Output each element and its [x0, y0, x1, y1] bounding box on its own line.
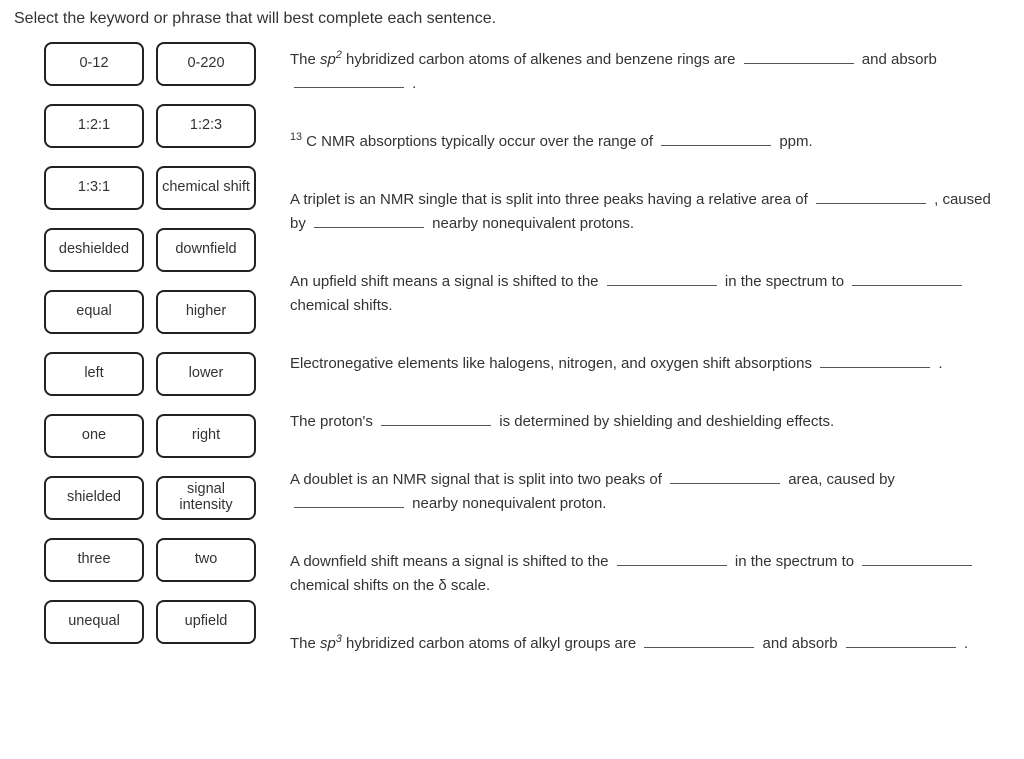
option-signal-intensity[interactable]: signal intensity	[156, 476, 256, 520]
option-chemical-shift[interactable]: chemical shift	[156, 166, 256, 210]
q1-text-a: The	[290, 51, 320, 68]
question-4: An upfield shift means a signal is shift…	[290, 270, 1010, 318]
blank[interactable]	[670, 468, 780, 484]
q9-text-a: The	[290, 635, 320, 652]
q9-text-c: and absorb	[758, 635, 841, 652]
instruction-text: Select the keyword or phrase that will b…	[14, 10, 1010, 28]
blank[interactable]	[294, 492, 404, 508]
option-deshielded[interactable]: deshielded	[44, 228, 144, 272]
option-unequal[interactable]: unequal	[44, 600, 144, 644]
sup-13: 13	[290, 131, 302, 143]
q7-text-b: area, caused by	[784, 471, 895, 488]
blank[interactable]	[381, 410, 491, 426]
option-one[interactable]: one	[44, 414, 144, 458]
blank[interactable]	[846, 632, 956, 648]
question-6: The proton's is determined by shielding …	[290, 410, 1010, 434]
blank[interactable]	[314, 212, 424, 228]
option-higher[interactable]: higher	[156, 290, 256, 334]
question-3: A triplet is an NMR single that is split…	[290, 188, 1010, 236]
questions-column: The sp2 hybridized carbon atoms of alken…	[290, 42, 1010, 656]
option-1-2-1[interactable]: 1:2:1	[44, 104, 144, 148]
option-1-2-3[interactable]: 1:2:3	[156, 104, 256, 148]
q9-text-b: hybridized carbon atoms of alkyl groups …	[342, 635, 640, 652]
question-2: 13 C NMR absorptions typically occur ove…	[290, 130, 1010, 154]
option-equal[interactable]: equal	[44, 290, 144, 334]
q3-text-a: A triplet is an NMR single that is split…	[290, 191, 812, 208]
q6-text-a: The proton's	[290, 413, 377, 430]
option-lower[interactable]: lower	[156, 352, 256, 396]
blank[interactable]	[661, 130, 771, 146]
q7-text-a: A doublet is an NMR signal that is split…	[290, 471, 666, 488]
q2-text-a: C NMR absorptions typically occur over t…	[302, 133, 657, 150]
blank[interactable]	[644, 632, 754, 648]
option-shielded[interactable]: shielded	[44, 476, 144, 520]
option-two[interactable]: two	[156, 538, 256, 582]
q8-text-a: A downfield shift means a signal is shif…	[290, 553, 613, 570]
question-5: Electronegative elements like halogens, …	[290, 352, 1010, 376]
q1-text-c: and absorb	[858, 51, 937, 68]
blank[interactable]	[294, 72, 404, 88]
q5-text-a: Electronegative elements like halogens, …	[290, 355, 816, 372]
blank[interactable]	[744, 48, 854, 64]
sp3-label: sp3	[320, 635, 342, 652]
q5-text-b: .	[934, 355, 942, 372]
option-three[interactable]: three	[44, 538, 144, 582]
q3-text-c: nearby nonequivalent protons.	[428, 215, 634, 232]
blank[interactable]	[820, 352, 930, 368]
q1-text-b: hybridized carbon atoms of alkenes and b…	[342, 51, 740, 68]
question-9: The sp3 hybridized carbon atoms of alkyl…	[290, 632, 1010, 656]
main-layout: 0-12 0-220 1:2:1 1:2:3 1:3:1 chemical sh…	[14, 42, 1010, 656]
option-left[interactable]: left	[44, 352, 144, 396]
blank[interactable]	[852, 270, 962, 286]
q8-text-b: in the spectrum to	[731, 553, 859, 570]
option-1-3-1[interactable]: 1:3:1	[44, 166, 144, 210]
option-right[interactable]: right	[156, 414, 256, 458]
question-7: A doublet is an NMR signal that is split…	[290, 468, 1010, 516]
q8-text-c: chemical shifts on the δ scale.	[290, 577, 490, 594]
blank[interactable]	[816, 188, 926, 204]
sp2-label: sp2	[320, 51, 342, 68]
options-grid: 0-12 0-220 1:2:1 1:2:3 1:3:1 chemical sh…	[14, 42, 256, 644]
q4-text-a: An upfield shift means a signal is shift…	[290, 273, 603, 290]
blank[interactable]	[862, 550, 972, 566]
option-upfield[interactable]: upfield	[156, 600, 256, 644]
q4-text-b: in the spectrum to	[721, 273, 849, 290]
q2-text-b: ppm.	[775, 133, 813, 150]
option-0-12[interactable]: 0-12	[44, 42, 144, 86]
question-8: A downfield shift means a signal is shif…	[290, 550, 1010, 598]
q4-text-c: chemical shifts.	[290, 297, 393, 314]
q1-text-d: .	[408, 75, 416, 92]
q7-text-c: nearby nonequivalent proton.	[408, 495, 606, 512]
blank[interactable]	[607, 270, 717, 286]
q6-text-b: is determined by shielding and deshieldi…	[495, 413, 834, 430]
blank[interactable]	[617, 550, 727, 566]
question-1: The sp2 hybridized carbon atoms of alken…	[290, 48, 1010, 96]
q9-text-d: .	[960, 635, 968, 652]
option-downfield[interactable]: downfield	[156, 228, 256, 272]
option-0-220[interactable]: 0-220	[156, 42, 256, 86]
